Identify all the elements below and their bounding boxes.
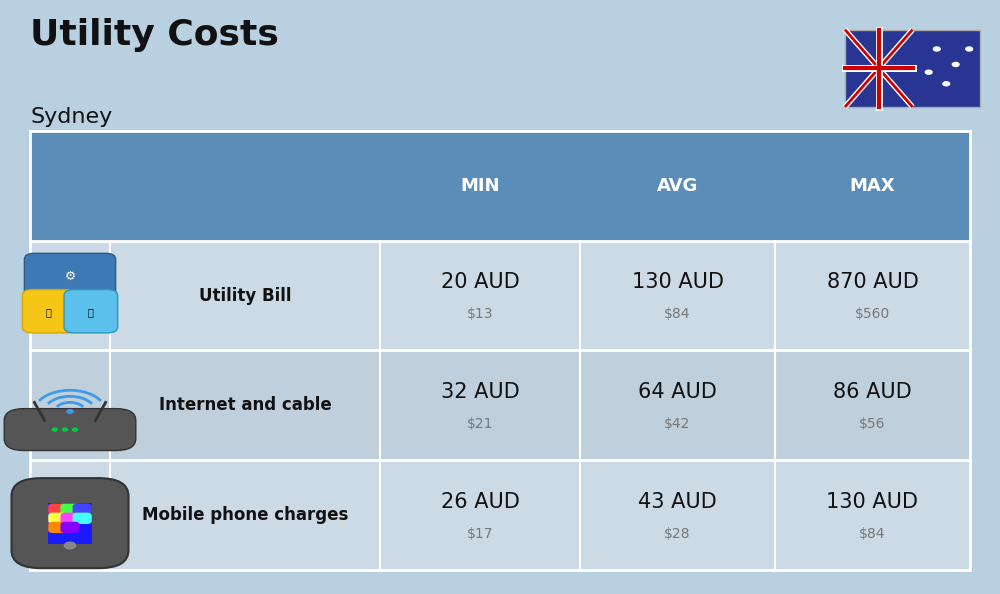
FancyBboxPatch shape	[30, 350, 970, 460]
FancyBboxPatch shape	[73, 513, 92, 524]
Text: 💧: 💧	[87, 307, 93, 317]
Text: $84: $84	[859, 527, 886, 541]
Text: $21: $21	[467, 417, 493, 431]
Circle shape	[952, 62, 959, 67]
Text: 86 AUD: 86 AUD	[833, 382, 912, 402]
FancyBboxPatch shape	[73, 504, 92, 515]
FancyBboxPatch shape	[22, 290, 76, 333]
FancyBboxPatch shape	[64, 290, 118, 333]
FancyBboxPatch shape	[845, 30, 980, 107]
Text: Utility Bill: Utility Bill	[199, 286, 291, 305]
Circle shape	[67, 410, 73, 413]
Text: Utility Costs: Utility Costs	[30, 18, 279, 52]
FancyBboxPatch shape	[48, 504, 67, 515]
Text: Internet and cable: Internet and cable	[159, 396, 331, 415]
FancyBboxPatch shape	[30, 131, 110, 241]
Text: $84: $84	[664, 307, 691, 321]
Text: Sydney: Sydney	[30, 107, 112, 127]
FancyBboxPatch shape	[24, 253, 116, 298]
Circle shape	[933, 47, 940, 51]
FancyBboxPatch shape	[60, 513, 80, 524]
FancyBboxPatch shape	[30, 460, 970, 570]
Text: 43 AUD: 43 AUD	[638, 492, 717, 512]
Text: ⚙: ⚙	[64, 270, 76, 283]
Circle shape	[64, 542, 76, 549]
FancyBboxPatch shape	[60, 504, 80, 515]
Text: 130 AUD: 130 AUD	[632, 272, 724, 292]
Text: $13: $13	[467, 307, 493, 321]
Text: $42: $42	[664, 417, 691, 431]
Text: $17: $17	[467, 527, 493, 541]
Circle shape	[52, 428, 57, 431]
Text: $56: $56	[859, 417, 886, 431]
FancyBboxPatch shape	[60, 522, 80, 533]
Text: AVG: AVG	[657, 176, 698, 195]
Text: Mobile phone charges: Mobile phone charges	[142, 506, 348, 525]
FancyBboxPatch shape	[30, 241, 970, 350]
FancyBboxPatch shape	[48, 513, 67, 524]
Text: 870 AUD: 870 AUD	[827, 272, 918, 292]
Circle shape	[943, 82, 950, 86]
Text: 64 AUD: 64 AUD	[638, 382, 717, 402]
Text: $560: $560	[855, 307, 890, 321]
Text: 🔌: 🔌	[46, 307, 52, 317]
FancyBboxPatch shape	[12, 478, 128, 568]
Text: MAX: MAX	[850, 176, 895, 195]
FancyBboxPatch shape	[110, 131, 380, 241]
Circle shape	[925, 70, 932, 74]
Text: 20 AUD: 20 AUD	[441, 272, 519, 292]
FancyBboxPatch shape	[4, 409, 136, 450]
Circle shape	[966, 47, 973, 51]
Circle shape	[73, 428, 78, 431]
Text: $28: $28	[664, 527, 691, 541]
FancyBboxPatch shape	[30, 131, 970, 241]
Text: 32 AUD: 32 AUD	[441, 382, 519, 402]
Text: 130 AUD: 130 AUD	[826, 492, 918, 512]
Circle shape	[62, 428, 67, 431]
FancyBboxPatch shape	[48, 503, 92, 544]
Text: MIN: MIN	[460, 176, 500, 195]
Text: 26 AUD: 26 AUD	[441, 492, 519, 512]
FancyBboxPatch shape	[48, 522, 67, 533]
